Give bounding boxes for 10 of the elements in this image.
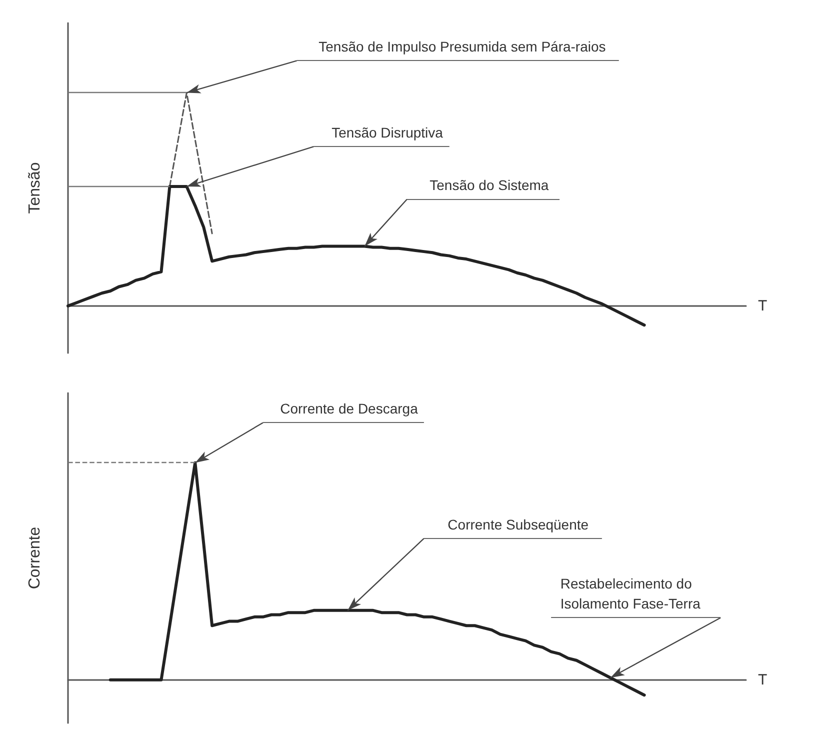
x-axis-title: T	[758, 671, 768, 688]
annotation: Corrente Subseqüente	[448, 516, 589, 532]
y-axis-title: Tensão	[26, 162, 44, 214]
annotation: Tensão Disruptiva	[332, 124, 444, 141]
y-axis-title: Corrente	[26, 526, 44, 590]
text: Corrente de Descarga	[280, 400, 418, 417]
annotation: Restabelecimento do Isolamento Fase-Terra	[560, 576, 701, 612]
text: Tensão de Impulso Presumida sem Pára-raios	[318, 38, 606, 55]
x-axis-title: T	[758, 297, 768, 314]
annotation: Tensão do Sistema	[430, 177, 549, 194]
